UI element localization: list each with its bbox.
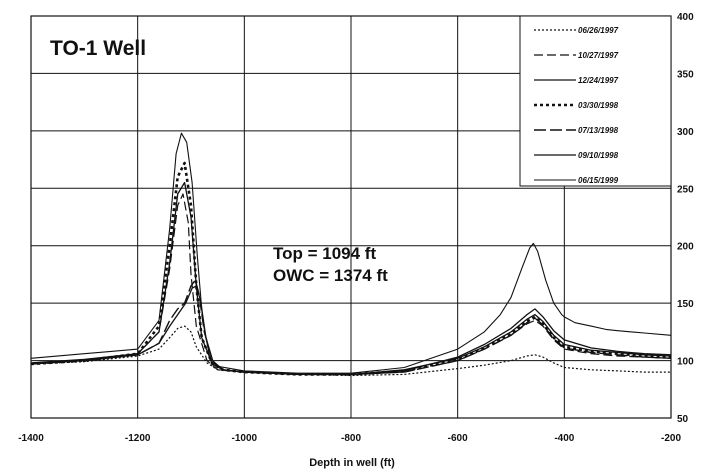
x-tick-label-0: -1400 [18,433,44,444]
x-tick-label-1: -1200 [125,433,151,444]
x-tick-labels: -1400 -1200 -1000 -800 -600 -400 -200 [18,433,681,444]
legend-label-1: 10/27/1997 [578,51,619,60]
y-tick-label-1: 100 [677,357,694,368]
legend-label-0: 06/26/1997 [578,26,619,35]
series-lines [30,132,672,377]
y-tick-label-5: 300 [677,127,694,138]
x-axis-label: Depth in well (ft) [309,457,395,469]
annotation-owc: OWC = 1374 ft [273,266,388,285]
legend-label-2: 12/24/1997 [578,76,619,85]
series-line-6 [30,132,672,374]
y-tick-label-6: 350 [677,69,694,80]
y-tick-labels: 50 100 150 200 250 300 350 400 [677,12,694,425]
y-tick-label-4: 250 [677,184,694,195]
legend-label-3: 03/30/1998 [578,101,619,110]
x-tick-label-3: -800 [341,433,361,444]
legend-box [519,15,672,187]
x-tick-label-2: -1000 [232,433,258,444]
y-tick-label-7: 400 [677,12,694,23]
legend-label-4: 07/13/1998 [578,126,619,135]
x-tick-label-6: -200 [661,433,681,444]
legend: 06/26/1997 10/27/1997 12/24/1997 03/30/1998… [519,15,672,187]
y-tick-label-0: 50 [677,414,689,425]
legend-label-6: 06/15/1999 [578,176,619,185]
chart-title: TO-1 Well [50,37,146,60]
legend-label-5: 09/10/1998 [578,151,619,160]
y-tick-label-2: 150 [677,299,694,310]
x-tick-label-5: -400 [554,433,574,444]
annotation-top: Top = 1094 ft [273,244,376,263]
x-tick-label-4: -600 [448,433,468,444]
series-line-5 [30,285,672,376]
series-line-1 [30,193,672,375]
y-tick-label-3: 200 [677,242,694,253]
plot-frame [30,15,672,419]
series-line-0 [30,325,671,377]
